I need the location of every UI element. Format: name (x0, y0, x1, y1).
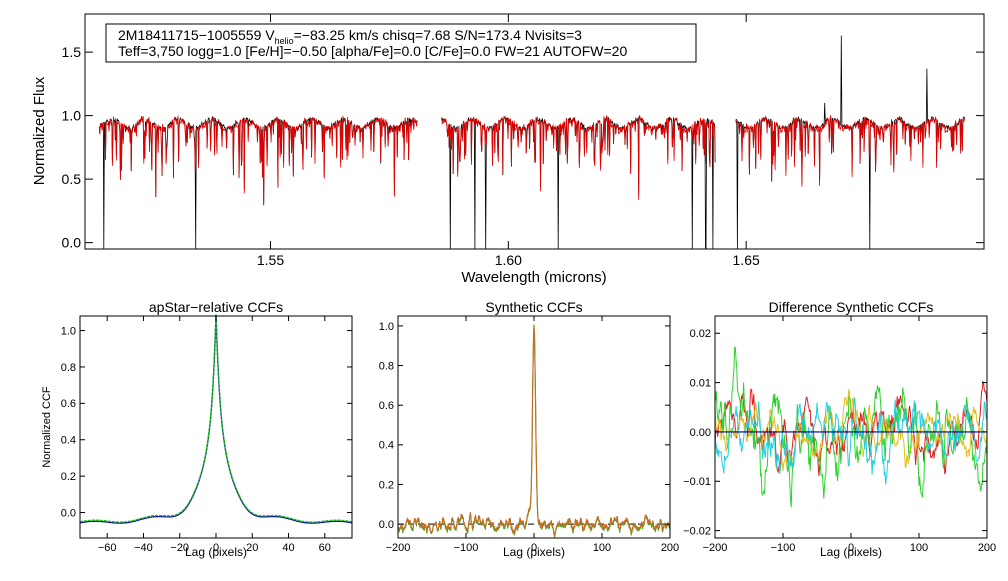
apstar-ccf-ytick-label: 0.0 (61, 507, 76, 519)
spectrum-xtick-label: 1.60 (495, 252, 522, 268)
synthetic-ccf-frame (397, 315, 671, 539)
apstar-ccf-line-2 (79, 313, 353, 523)
apstar-ccf-xtick-label: 20 (246, 542, 258, 554)
apstar-ccf-line-1 (79, 315, 353, 524)
apstar-ccf-title: apStar−relative CCFs (149, 299, 283, 315)
spectrum-observed-line (98, 115, 418, 250)
synthetic-ccf-ytick-label: 0.0 (379, 519, 394, 531)
apstar-ccf-xtick-label: 60 (319, 542, 331, 554)
apstar-ccf-ytick-label: 1.0 (61, 325, 76, 337)
synthetic-ccf-xtick-label: −100 (454, 542, 479, 554)
annotation-star-id: 2M18411715−1005559 V (118, 27, 275, 43)
synthetic-ccf-ytick-label: 0.6 (379, 400, 394, 412)
spectrum-annotation-box (105, 23, 697, 63)
difference-ccf-xtick-label: −200 (703, 542, 728, 554)
annotation-vhelio-value: =−83.25 km/s chisq=7.68 S/N=173.4 Nvisit… (294, 27, 583, 43)
difference-ccf-ytick-label: 0.01 (690, 377, 711, 389)
spectrum-model-line (98, 115, 418, 206)
spectrum-ytick-label: 0.5 (62, 171, 82, 187)
synthetic-ccf-ytick-label: 0.2 (379, 479, 394, 491)
difference-ccf-series (714, 346, 988, 508)
spectrum-xtick-label: 1.55 (257, 252, 284, 268)
synthetic-ccf-panel: Synthetic CCFs −200 −100 0 100 200 0.0 0.2 0.4 0… (379, 299, 679, 559)
spectrum-ticks: 1.55 1.60 1.65 0.0 0.5 1.0 1.5 (62, 14, 984, 268)
synthetic-ccf-xlabel: Lag (pixels) (503, 545, 565, 559)
synthetic-ccf-line-2 (397, 324, 671, 538)
difference-ccf-ytick-label: 0.02 (690, 328, 711, 340)
difference-ccf-xlabel: Lag (pixels) (820, 545, 882, 559)
spectrum-annotation-line2: Teff=3,750 logg=1.0 [Fe/H]=−0.50 [alpha/… (118, 43, 627, 59)
apstar-ccf-xtick-label: 40 (282, 542, 294, 554)
difference-ccf-panel: Difference Synthetic CCFs −200 −100 0 100 20… (683, 299, 996, 559)
synthetic-ccf-xtick-label: 0 (531, 542, 537, 554)
difference-ccf-line-4 (714, 397, 988, 485)
difference-ccf-xtick-label: 0 (848, 542, 854, 554)
difference-ccf-xtick-label: −100 (771, 542, 796, 554)
synthetic-ccf-series (397, 324, 671, 539)
synthetic-ccf-xtick-label: −200 (386, 542, 411, 554)
apstar-ccf-xtick-label: 0 (213, 542, 219, 554)
difference-ccf-ticks: −200 −100 0 100 200 −0.02 −0.01 0.00 0.01 0.02 (683, 316, 996, 554)
spectrum-ytick-label: 1.5 (62, 44, 82, 60)
spectrum-xtick-label: 1.65 (733, 252, 760, 268)
synthetic-ccf-ytick-label: 0.4 (379, 440, 394, 452)
spectrum-observed-line (735, 35, 965, 250)
spectrum-frame (84, 13, 985, 250)
apstar-ccf-ytick-label: 0.4 (61, 435, 76, 447)
spectrum-panel: 1.55 1.60 1.65 0.0 0.5 1.0 1.5 2M18411715−1005… (31, 13, 985, 286)
synthetic-ccf-line-1 (397, 325, 671, 539)
apstar-ccf-ticks: −60 −40 −20 0 20 40 60 0.0 0.2 0.4 0.6 0.8 1.0 (61, 316, 352, 554)
spectrum-model-line (735, 115, 965, 187)
spectrum-model-line (441, 115, 716, 200)
apstar-ccf-ytick-label: 0.6 (61, 398, 76, 410)
apstar-ccf-xtick-label: −20 (170, 542, 189, 554)
difference-ccf-ytick-label: 0.00 (690, 427, 711, 439)
difference-ccf-ytick-label: −0.02 (683, 525, 711, 537)
apstar-ccf-ytick-label: 0.8 (61, 362, 76, 374)
synthetic-ccf-ticks: −200 −100 0 100 200 0.0 0.2 0.4 0.6 0.8 1.0 (379, 316, 679, 554)
apstar-ccf-panel: apStar−relative CCFs −60 −40 −20 0 20 40 60 0.0… (41, 299, 353, 559)
annotation-vhelio-subscript: helio (275, 36, 294, 46)
spectrum-series (98, 35, 965, 250)
difference-ccf-title: Difference Synthetic CCFs (769, 299, 934, 315)
spectrum-ytick-label: 1.0 (62, 108, 82, 124)
synthetic-ccf-title: Synthetic CCFs (485, 299, 582, 315)
apstar-ccf-frame (79, 315, 353, 539)
apstar-ccf-xtick-label: −40 (134, 542, 153, 554)
apstar-ccf-series (79, 313, 353, 524)
difference-ccf-ytick-label: −0.01 (683, 476, 711, 488)
spectrum-annotation-line1: 2M18411715−1005559 Vhelio=−83.25 km/s ch… (118, 27, 582, 46)
synthetic-ccf-xtick-label: 100 (593, 542, 611, 554)
difference-ccf-line-1 (714, 380, 988, 477)
apstar-ccf-xlabel: Lag (pixels) (185, 545, 247, 559)
apstar-ccf-ylabel: Normalized CCF (41, 386, 53, 468)
synthetic-ccf-ytick-label: 0.8 (379, 360, 394, 372)
difference-ccf-xtick-label: 200 (978, 542, 996, 554)
spectrum-ytick-label: 0.0 (62, 235, 82, 251)
synthetic-ccf-ytick-label: 1.0 (379, 321, 394, 333)
synthetic-ccf-xtick-label: 200 (661, 542, 679, 554)
apstar-ccf-xtick-label: −60 (98, 542, 117, 554)
spectrum-ylabel: Normalized Flux (31, 76, 48, 185)
spectrum-xlabel: Wavelength (microns) (461, 269, 606, 286)
difference-ccf-xtick-label: 100 (910, 542, 928, 554)
apstar-ccf-ytick-label: 0.2 (61, 471, 76, 483)
